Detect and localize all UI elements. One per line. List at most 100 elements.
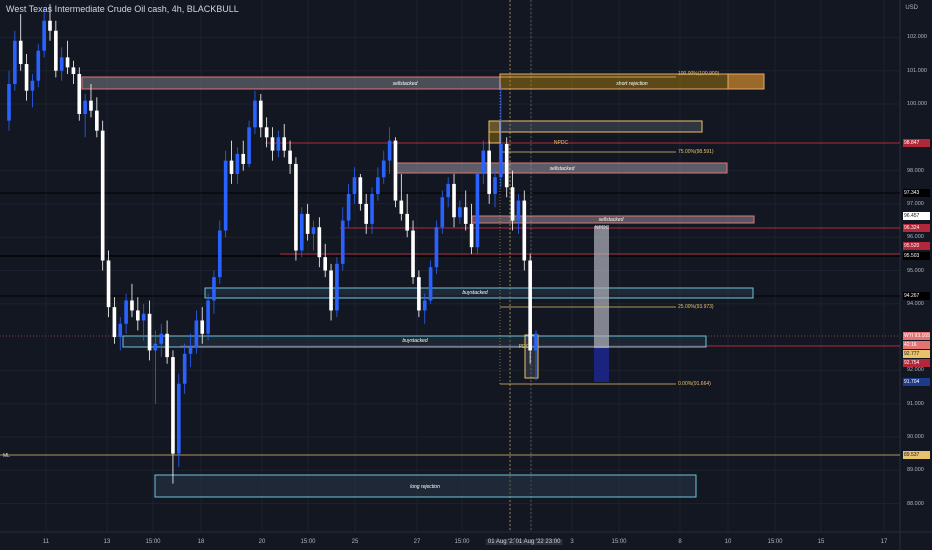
price-label: 89.537 xyxy=(903,451,930,459)
time-tick: 01 Aug '22 xyxy=(485,539,519,545)
time-tick: 15 xyxy=(817,539,825,545)
zone-label-sellstacked-mid: sellstacked xyxy=(549,166,575,172)
time-tick: 20 xyxy=(258,539,266,545)
candle-body xyxy=(217,230,222,278)
candle-body xyxy=(499,143,503,178)
candle-body xyxy=(188,347,193,354)
candle-body xyxy=(48,20,52,31)
candle-body xyxy=(247,127,251,164)
candle-body xyxy=(165,333,169,358)
candle-body xyxy=(141,313,146,321)
candle-body xyxy=(65,57,70,68)
candle-body xyxy=(411,230,415,278)
candle-body xyxy=(528,260,532,351)
candle-body xyxy=(106,260,111,308)
zone-upper-box xyxy=(488,120,703,133)
price-label: 42:16 xyxy=(903,341,930,349)
candle-body xyxy=(405,213,409,231)
candle-body xyxy=(317,227,322,258)
candle-body xyxy=(358,177,363,204)
candle-body xyxy=(112,307,117,338)
candle-body xyxy=(18,40,23,65)
candle-body xyxy=(253,100,257,128)
fib-label-0: 0.00%(91.664) xyxy=(678,381,711,387)
price-label: 91.704 xyxy=(903,378,930,386)
price-label: 92.777 xyxy=(903,350,930,358)
candle-body xyxy=(182,353,187,384)
projection-bar-grey xyxy=(594,226,609,348)
candle-body xyxy=(95,110,99,131)
candle-body xyxy=(340,220,345,264)
price-tick: 101.000 xyxy=(907,67,927,74)
candle-body xyxy=(534,333,538,351)
candle-body xyxy=(458,207,462,218)
candle-body xyxy=(258,100,263,128)
zone-sellstacked-low xyxy=(471,215,755,224)
candles xyxy=(7,4,538,484)
candle-body xyxy=(223,160,228,231)
candle-body xyxy=(30,80,35,91)
candle-body xyxy=(381,160,386,178)
candle-body xyxy=(346,193,351,221)
candle-body xyxy=(153,343,158,351)
candle-body xyxy=(36,50,41,81)
candle-body xyxy=(159,333,164,344)
candle-body xyxy=(452,183,456,218)
candle-body xyxy=(399,200,404,214)
candle-body xyxy=(264,127,269,138)
candle-body xyxy=(434,227,439,268)
candle-body xyxy=(522,200,527,261)
zone-label-sellstacked-top: sellstacked xyxy=(392,81,418,87)
fib-label-75: 75.00%(98.591) xyxy=(678,149,714,155)
candle-body xyxy=(446,183,450,198)
price-label: 94.267 xyxy=(903,292,930,300)
candle-body xyxy=(510,187,515,221)
candle-body xyxy=(83,100,87,114)
time-tick: 17 xyxy=(880,539,888,545)
npdc-label-right: NPDC xyxy=(594,225,610,231)
candle-body xyxy=(493,177,497,194)
candle-body xyxy=(352,177,357,194)
candle-body xyxy=(463,207,468,224)
ml-label: ML xyxy=(3,453,10,459)
candle-body xyxy=(276,137,281,151)
horizontal-lines xyxy=(0,0,900,532)
candle-body xyxy=(212,277,216,301)
candle-body xyxy=(59,57,64,71)
time-tick: 15:00 xyxy=(611,539,627,545)
price-tick: 97.000 xyxy=(907,200,924,207)
price-tick: 94.000 xyxy=(907,300,924,307)
candle-body xyxy=(206,300,210,334)
price-label: 96.324 xyxy=(903,224,930,232)
currency-label: USD xyxy=(905,5,918,11)
price-tick: 95.000 xyxy=(907,267,924,274)
time-tick: 27 xyxy=(413,539,421,545)
time-tick: 8 xyxy=(678,539,682,545)
zone-label-buystacked-low: buystacked xyxy=(402,338,428,344)
fib-label-25: 25.00%(93.973) xyxy=(678,304,714,310)
price-label: 95.503 xyxy=(903,252,930,260)
candle-body xyxy=(516,200,521,221)
candle-body xyxy=(487,150,491,194)
candle-body xyxy=(42,20,46,51)
candle-body xyxy=(428,267,433,301)
time-tick: 15:00 xyxy=(767,539,783,545)
price-tick: 90.000 xyxy=(907,434,924,440)
price-tick: 100.000 xyxy=(907,101,927,107)
time-tick: 15:00 xyxy=(300,539,316,545)
price-tick: 102.000 xyxy=(907,34,927,41)
candle-body xyxy=(376,177,380,194)
zone-short-rejection-right xyxy=(727,73,765,90)
zone-label-long-rejection: long rejection xyxy=(410,484,440,490)
candle-body xyxy=(370,193,374,224)
candle-body xyxy=(171,357,175,454)
candle-body xyxy=(89,100,93,111)
price-tick: 89.000 xyxy=(907,467,924,474)
zone-buystacked-mid xyxy=(204,287,754,299)
time-tick: 18 xyxy=(197,539,205,545)
candle-body xyxy=(469,223,474,248)
time-tick: 15:00 xyxy=(145,539,161,545)
candle-body xyxy=(147,313,152,351)
candle-body xyxy=(7,84,11,121)
